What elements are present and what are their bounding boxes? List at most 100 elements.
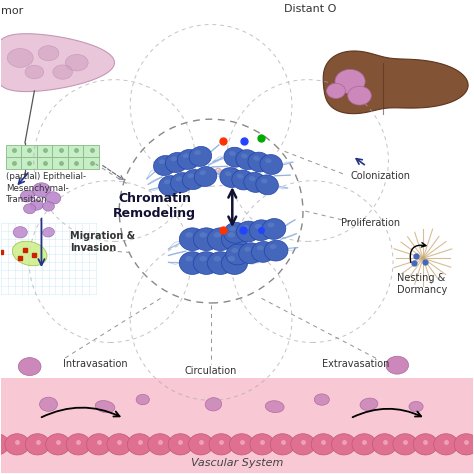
Ellipse shape: [244, 173, 266, 192]
Ellipse shape: [0, 434, 9, 455]
Text: Chromatin
Remodeling: Chromatin Remodeling: [113, 192, 196, 220]
Ellipse shape: [107, 434, 131, 455]
Ellipse shape: [12, 241, 47, 266]
Ellipse shape: [224, 147, 246, 167]
Ellipse shape: [413, 434, 438, 455]
Ellipse shape: [360, 398, 378, 410]
Ellipse shape: [220, 168, 242, 188]
Ellipse shape: [228, 232, 235, 237]
Ellipse shape: [185, 232, 193, 237]
Ellipse shape: [311, 434, 336, 455]
Ellipse shape: [348, 86, 371, 105]
Ellipse shape: [224, 222, 247, 243]
Ellipse shape: [164, 180, 170, 184]
Ellipse shape: [252, 241, 275, 262]
Ellipse shape: [221, 252, 247, 274]
Ellipse shape: [434, 434, 458, 455]
FancyBboxPatch shape: [52, 157, 68, 169]
Ellipse shape: [189, 434, 213, 455]
Ellipse shape: [253, 156, 260, 161]
Text: (partial) Epithelial-
Mesenchymal-
Transition: (partial) Epithelial- Mesenchymal- Trans…: [6, 173, 86, 204]
Text: Vascular System: Vascular System: [191, 458, 283, 468]
Ellipse shape: [314, 394, 329, 405]
Ellipse shape: [241, 154, 247, 158]
Ellipse shape: [244, 247, 251, 252]
Ellipse shape: [229, 434, 254, 455]
FancyBboxPatch shape: [83, 157, 99, 169]
Text: Extravasation: Extravasation: [322, 359, 389, 369]
Ellipse shape: [239, 243, 263, 264]
Ellipse shape: [18, 357, 41, 375]
Ellipse shape: [256, 175, 278, 195]
Ellipse shape: [148, 434, 172, 455]
Ellipse shape: [159, 176, 181, 196]
FancyBboxPatch shape: [68, 145, 83, 157]
Ellipse shape: [237, 221, 260, 242]
Ellipse shape: [182, 153, 189, 158]
Ellipse shape: [248, 152, 271, 172]
Ellipse shape: [24, 204, 36, 214]
Ellipse shape: [154, 155, 176, 175]
Ellipse shape: [136, 394, 149, 405]
Ellipse shape: [208, 228, 234, 251]
Text: Proliferation: Proliferation: [341, 218, 400, 228]
Ellipse shape: [264, 240, 288, 261]
Ellipse shape: [226, 244, 250, 265]
FancyBboxPatch shape: [21, 157, 36, 169]
Ellipse shape: [179, 252, 205, 274]
Ellipse shape: [386, 356, 409, 374]
Polygon shape: [323, 51, 468, 114]
Ellipse shape: [409, 401, 423, 412]
Ellipse shape: [200, 232, 207, 237]
Ellipse shape: [168, 434, 193, 455]
Ellipse shape: [189, 146, 211, 166]
Ellipse shape: [33, 183, 50, 197]
Ellipse shape: [194, 150, 201, 155]
Ellipse shape: [25, 434, 50, 455]
Ellipse shape: [200, 170, 206, 175]
Ellipse shape: [188, 173, 194, 178]
Text: Circulation: Circulation: [185, 366, 237, 376]
Ellipse shape: [5, 434, 29, 455]
FancyBboxPatch shape: [36, 157, 52, 169]
Ellipse shape: [171, 173, 193, 192]
Ellipse shape: [232, 170, 255, 190]
Ellipse shape: [182, 170, 205, 190]
FancyBboxPatch shape: [6, 145, 21, 157]
Ellipse shape: [352, 434, 376, 455]
Ellipse shape: [249, 176, 255, 181]
Ellipse shape: [193, 252, 219, 274]
Ellipse shape: [221, 228, 247, 251]
Ellipse shape: [228, 256, 235, 262]
Ellipse shape: [39, 397, 57, 411]
Ellipse shape: [7, 48, 33, 67]
Ellipse shape: [265, 401, 284, 412]
Ellipse shape: [262, 219, 286, 239]
Ellipse shape: [331, 434, 356, 455]
Ellipse shape: [261, 179, 267, 183]
Ellipse shape: [46, 434, 70, 455]
Text: mor: mor: [1, 6, 24, 16]
Ellipse shape: [229, 227, 236, 231]
Ellipse shape: [265, 158, 272, 163]
Ellipse shape: [236, 150, 258, 170]
Text: Distant O: Distant O: [284, 4, 337, 14]
Text: Nesting &
Dormancy: Nesting & Dormancy: [397, 273, 447, 295]
Ellipse shape: [43, 201, 55, 211]
FancyBboxPatch shape: [52, 145, 68, 157]
Ellipse shape: [291, 434, 315, 455]
Ellipse shape: [213, 256, 221, 262]
Ellipse shape: [20, 190, 34, 202]
Ellipse shape: [205, 398, 222, 411]
Ellipse shape: [194, 166, 217, 186]
Ellipse shape: [128, 434, 152, 455]
FancyBboxPatch shape: [68, 157, 83, 169]
Ellipse shape: [95, 401, 115, 413]
Ellipse shape: [43, 228, 55, 237]
Ellipse shape: [193, 228, 219, 251]
Ellipse shape: [255, 224, 262, 229]
Ellipse shape: [87, 434, 111, 455]
Text: Colonization: Colonization: [350, 171, 410, 181]
Ellipse shape: [373, 434, 397, 455]
Ellipse shape: [25, 65, 44, 79]
